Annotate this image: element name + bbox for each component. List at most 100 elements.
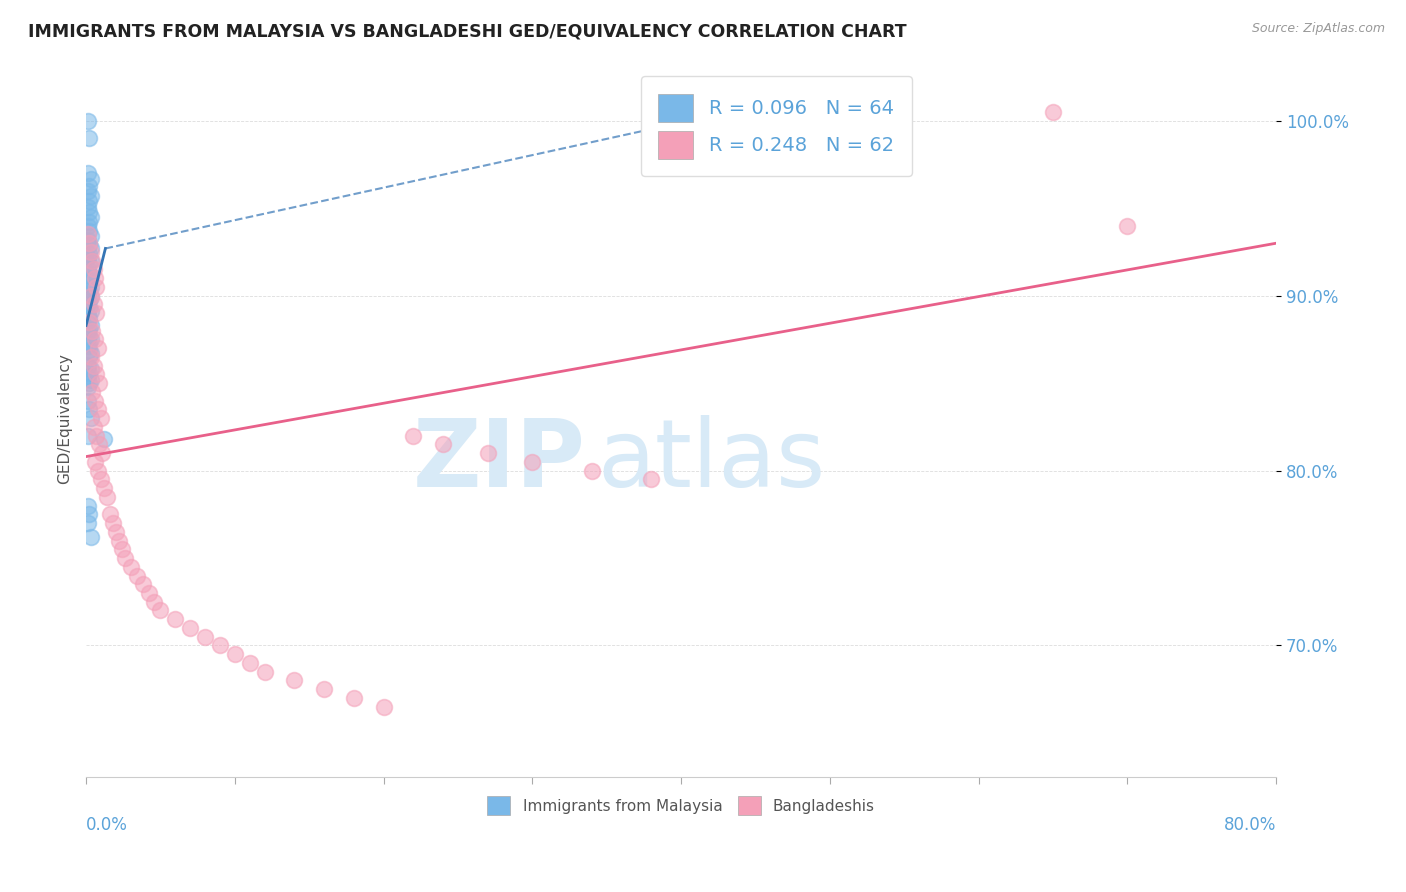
Point: [79, 242, 101, 256]
Point: [77, 366, 100, 380]
Point: [208, 639, 231, 653]
Point: [84, 333, 107, 347]
Point: [86, 306, 108, 320]
Point: [76, 250, 98, 264]
Point: [120, 559, 142, 574]
Point: [93, 432, 115, 446]
Point: [89, 376, 111, 391]
Point: [80, 384, 103, 399]
Point: [76, 315, 98, 329]
Point: [79, 333, 101, 347]
Point: [79, 280, 101, 294]
Point: [194, 630, 217, 644]
Point: [76, 219, 98, 233]
Point: [239, 656, 262, 670]
Point: [86, 280, 108, 294]
Point: [77, 293, 100, 308]
Point: [83, 262, 105, 277]
Text: atlas: atlas: [598, 415, 827, 508]
Text: 0.0%: 0.0%: [86, 816, 128, 834]
Point: [640, 472, 662, 486]
Point: [87, 464, 110, 478]
Point: [91, 446, 114, 460]
Point: [77, 194, 100, 209]
Point: [77, 335, 100, 350]
Point: [77, 215, 100, 229]
Point: [76, 297, 98, 311]
Point: [1116, 219, 1139, 233]
Point: [96, 490, 118, 504]
Point: [77, 402, 100, 417]
Point: [79, 318, 101, 333]
Point: [76, 287, 98, 301]
Point: [80, 253, 103, 268]
Point: [79, 229, 101, 244]
Point: [84, 393, 107, 408]
Point: [87, 341, 110, 355]
Point: [76, 166, 98, 180]
Point: [343, 690, 366, 705]
Point: [283, 673, 305, 688]
Point: [77, 131, 100, 145]
Point: [79, 210, 101, 224]
Point: [76, 516, 98, 530]
Point: [89, 437, 111, 451]
Legend: Immigrants from Malaysia, Bangladeshis: Immigrants from Malaysia, Bangladeshis: [479, 789, 883, 822]
Point: [77, 343, 100, 357]
Text: 80.0%: 80.0%: [1223, 816, 1277, 834]
Point: [79, 244, 101, 259]
Point: [581, 464, 603, 478]
Point: [373, 699, 395, 714]
Point: [98, 508, 121, 522]
Point: [77, 246, 100, 260]
Point: [77, 238, 100, 252]
Point: [77, 311, 100, 326]
Point: [79, 290, 101, 304]
Y-axis label: GED/Equivalency: GED/Equivalency: [58, 352, 72, 483]
Point: [76, 393, 98, 408]
Point: [87, 402, 110, 417]
Point: [76, 428, 98, 442]
Point: [76, 369, 98, 384]
Point: [79, 411, 101, 425]
Point: [79, 288, 101, 302]
Text: IMMIGRANTS FROM MALAYSIA VS BANGLADESHI GED/EQUIVALENCY CORRELATION CHART: IMMIGRANTS FROM MALAYSIA VS BANGLADESHI …: [28, 22, 907, 40]
Point: [77, 236, 100, 251]
Point: [77, 301, 100, 315]
Point: [77, 322, 100, 336]
Point: [79, 373, 101, 387]
Point: [83, 359, 105, 373]
Point: [111, 542, 134, 557]
Point: [76, 359, 98, 373]
Point: [125, 568, 148, 582]
Point: [83, 420, 105, 434]
Text: Source: ZipAtlas.com: Source: ZipAtlas.com: [1251, 22, 1385, 36]
Point: [143, 595, 166, 609]
Point: [138, 586, 160, 600]
Point: [77, 315, 100, 329]
Point: [1042, 105, 1064, 120]
Point: [84, 271, 107, 285]
Point: [76, 227, 98, 242]
Point: [77, 284, 100, 298]
Point: [77, 376, 100, 391]
Point: [86, 428, 108, 442]
Point: [83, 297, 105, 311]
Text: ZIP: ZIP: [413, 415, 586, 508]
Point: [107, 533, 129, 548]
Point: [402, 428, 425, 442]
Point: [79, 530, 101, 544]
Point: [80, 324, 103, 338]
Point: [76, 184, 98, 198]
Point: [312, 682, 335, 697]
Point: [76, 379, 98, 393]
Point: [79, 253, 101, 268]
Point: [165, 612, 187, 626]
Point: [77, 178, 100, 193]
Point: [101, 516, 124, 530]
Point: [79, 171, 101, 186]
Point: [77, 224, 100, 238]
Point: [77, 204, 100, 219]
Point: [104, 524, 127, 539]
Point: [79, 350, 101, 364]
